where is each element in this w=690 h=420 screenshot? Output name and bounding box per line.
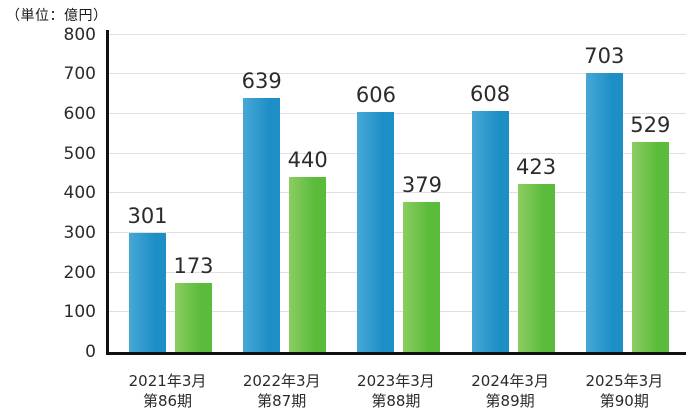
green-series-bar-1: [289, 177, 327, 352]
x-category-line2-2: 第88期: [371, 392, 421, 410]
y-tick-label-100: 100: [63, 302, 96, 323]
blue-series-value-label-2: 606: [355, 82, 396, 107]
y-tick-label-300: 300: [63, 222, 96, 243]
x-category-line1-3: 2024年3月: [471, 372, 549, 390]
y-tick-label-0: 0: [85, 342, 96, 362]
y-tick-label-700: 700: [63, 64, 96, 85]
x-category-line2-3: 第89期: [485, 392, 535, 410]
green-series-value-label-1: 440: [287, 148, 328, 173]
blue-series-bar-1: [243, 98, 281, 352]
x-category-line1-2: 2023年3月: [357, 372, 435, 390]
green-series-bar-4: [631, 142, 669, 352]
blue-series-bar-3: [471, 110, 509, 352]
y-tick-label-400: 400: [63, 183, 96, 204]
x-category-line1-1: 2022年3月: [242, 372, 321, 390]
blue-series-bar-4: [585, 73, 623, 352]
blue-series-value-label-1: 639: [241, 69, 282, 94]
blue-series-bar-2: [357, 111, 395, 352]
y-tick-label-800: 800: [63, 24, 96, 45]
green-series-value-label-3: 423: [516, 155, 557, 180]
green-series-bar-3: [517, 184, 555, 352]
x-category-label-1: 2022年3月 第87期: [243, 371, 321, 411]
x-category-line2-1: 第87期: [257, 392, 307, 410]
x-category-label-3: 2024年3月 第89期: [471, 371, 549, 411]
gridline-500: [109, 152, 686, 154]
x-category-line2-0: 第86期: [142, 392, 193, 410]
y-tick-label-500: 500: [63, 143, 96, 164]
gridline-400: [109, 192, 686, 194]
gridline-200: [109, 271, 686, 273]
x-category-label-0: 2021年3月 第86期: [129, 371, 207, 411]
x-category-label-4: 2025年3月 第90期: [585, 371, 663, 411]
gridline-800: [109, 33, 686, 35]
unit-label: （単位：億円）: [6, 8, 108, 24]
x-category-line1-0: 2021年3月: [128, 372, 207, 390]
blue-series-value-label-3: 608: [470, 81, 511, 106]
gridline-600: [109, 112, 686, 114]
green-series-value-label-4: 529: [630, 113, 671, 138]
blue-series-value-label-0: 301: [127, 203, 168, 228]
green-series-bar-2: [403, 201, 441, 352]
x-category-line1-4: 2025年3月: [585, 372, 664, 390]
green-series-value-label-0: 173: [173, 254, 214, 279]
blue-series-bar-0: [129, 232, 166, 352]
y-tick-label-600: 600: [63, 103, 96, 124]
plot-area: 301 639 606 608 703 173 440 379 423 529: [106, 30, 686, 355]
gridline-100: [109, 311, 686, 313]
blue-series-value-label-4: 703: [584, 44, 625, 68]
x-category-line2-4: 第90期: [599, 392, 649, 410]
green-series-bar-0: [175, 283, 212, 352]
gridline-300: [109, 231, 686, 233]
x-category-label-2: 2023年3月 第88期: [357, 371, 435, 411]
green-series-value-label-2: 379: [401, 172, 442, 197]
y-tick-label-200: 200: [63, 262, 96, 283]
gridline-700: [109, 73, 686, 75]
